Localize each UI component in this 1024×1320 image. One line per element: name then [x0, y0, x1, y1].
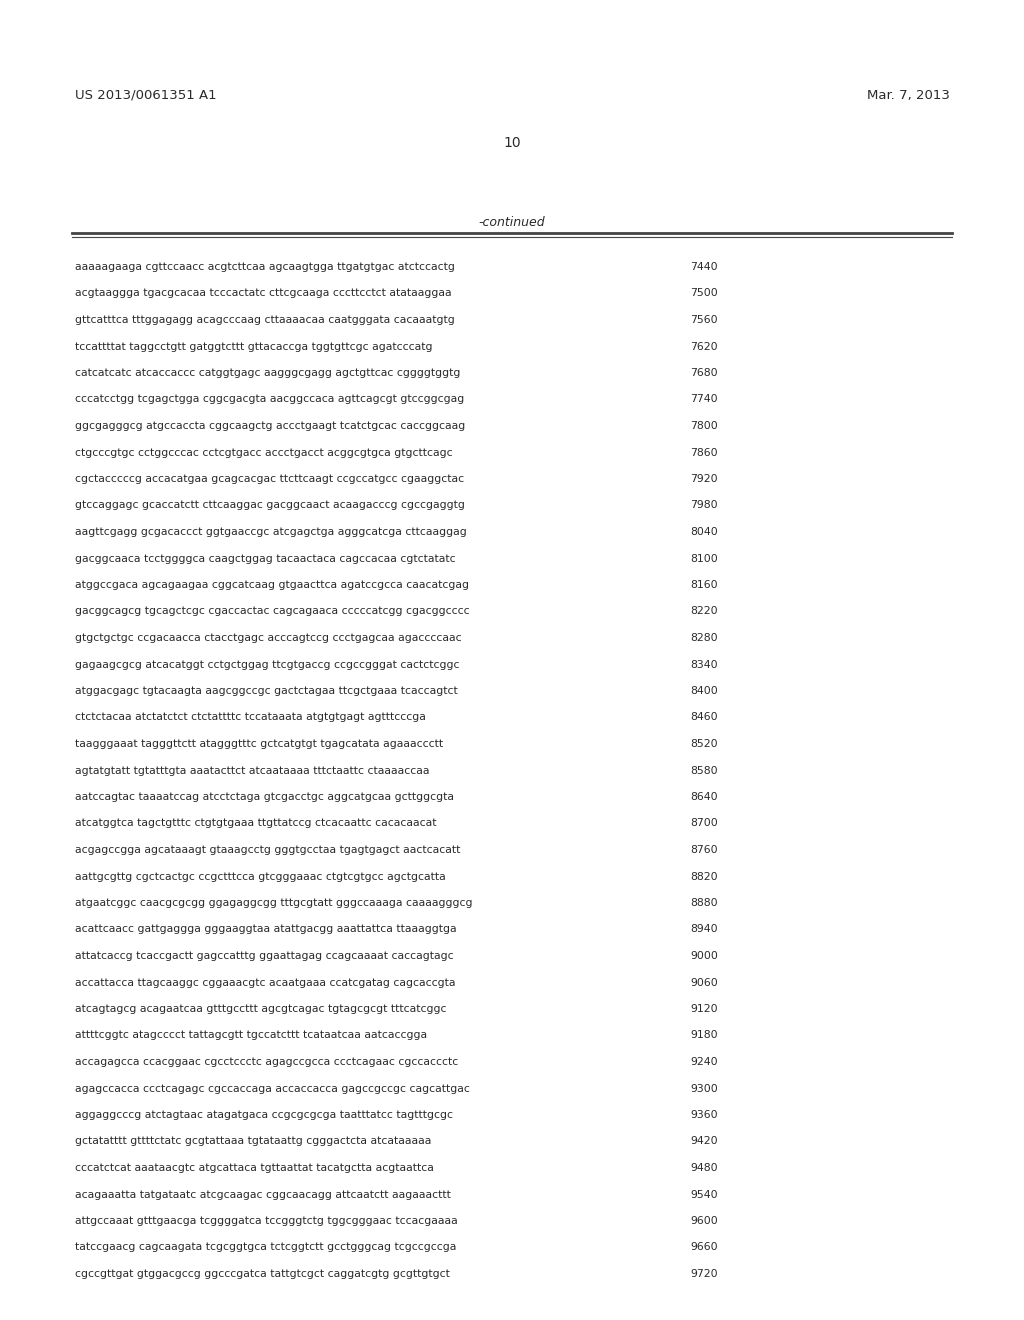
Text: 8640: 8640 [690, 792, 718, 803]
Text: atcatggtca tagctgtttc ctgtgtgaaa ttgttatccg ctcacaattc cacacaacat: atcatggtca tagctgtttc ctgtgtgaaa ttgttat… [75, 818, 436, 829]
Text: aattgcgttg cgctcactgc ccgctttcca gtcgggaaac ctgtcgtgcc agctgcatta: aattgcgttg cgctcactgc ccgctttcca gtcggga… [75, 871, 445, 882]
Text: acattcaacc gattgaggga gggaaggtaa atattgacgg aaattattca ttaaaggtga: acattcaacc gattgaggga gggaaggtaa atattga… [75, 924, 457, 935]
Text: tccattttat taggcctgtt gatggtcttt gttacaccga tggtgttcgc agatcccatg: tccattttat taggcctgtt gatggtcttt gttacac… [75, 342, 432, 351]
Text: ggcgagggcg atgccaccta cggcaagctg accctgaagt tcatctgcac caccggcaag: ggcgagggcg atgccaccta cggcaagctg accctga… [75, 421, 465, 432]
Text: 8520: 8520 [690, 739, 718, 748]
Text: 8400: 8400 [690, 686, 718, 696]
Text: 7560: 7560 [690, 315, 718, 325]
Text: 9720: 9720 [690, 1269, 718, 1279]
Text: ctgcccgtgc cctggcccac cctcgtgacc accctgacct acggcgtgca gtgcttcagc: ctgcccgtgc cctggcccac cctcgtgacc accctga… [75, 447, 453, 458]
Text: acgagccgga agcataaagt gtaaagcctg gggtgcctaa tgagtgagct aactcacatt: acgagccgga agcataaagt gtaaagcctg gggtgcc… [75, 845, 461, 855]
Text: 8340: 8340 [690, 660, 718, 669]
Text: 7740: 7740 [690, 395, 718, 404]
Text: 8820: 8820 [690, 871, 718, 882]
Text: acgtaaggga tgacgcacaa tcccactatc cttcgcaaga cccttcctct atataaggaa: acgtaaggga tgacgcacaa tcccactatc cttcgca… [75, 289, 452, 298]
Text: gacggcagcg tgcagctcgc cgaccactac cagcagaaca cccccatcgg cgacggcccc: gacggcagcg tgcagctcgc cgaccactac cagcaga… [75, 606, 470, 616]
Text: taagggaaat tagggttctt atagggtttc gctcatgtgt tgagcatata agaaaccctt: taagggaaat tagggttctt atagggtttc gctcatg… [75, 739, 443, 748]
Text: cgccgttgat gtggacgccg ggcccgatca tattgtcgct caggatcgtg gcgttgtgct: cgccgttgat gtggacgccg ggcccgatca tattgtc… [75, 1269, 450, 1279]
Text: agtatgtatt tgtatttgta aaatacttct atcaataaaa tttctaattc ctaaaaccaa: agtatgtatt tgtatttgta aaatacttct atcaata… [75, 766, 429, 776]
Text: 9060: 9060 [690, 978, 718, 987]
Text: atcagtagcg acagaatcaa gtttgccttt agcgtcagac tgtagcgcgt tttcatcggc: atcagtagcg acagaatcaa gtttgccttt agcgtca… [75, 1005, 446, 1014]
Text: 8160: 8160 [690, 579, 718, 590]
Text: 7440: 7440 [690, 261, 718, 272]
Text: 9540: 9540 [690, 1189, 718, 1200]
Text: 7860: 7860 [690, 447, 718, 458]
Text: cgctacccccg accacatgaa gcagcacgac ttcttcaagt ccgccatgcc cgaaggctac: cgctacccccg accacatgaa gcagcacgac ttcttc… [75, 474, 464, 484]
Text: aaaaagaaga cgttccaacc acgtcttcaa agcaagtgga ttgatgtgac atctccactg: aaaaagaaga cgttccaacc acgtcttcaa agcaagt… [75, 261, 455, 272]
Text: agagccacca ccctcagagc cgccaccaga accaccacca gagccgccgc cagcattgac: agagccacca ccctcagagc cgccaccaga accacca… [75, 1084, 470, 1093]
Text: atggacgagc tgtacaagta aagcggccgc gactctagaa ttcgctgaaa tcaccagtct: atggacgagc tgtacaagta aagcggccgc gactcta… [75, 686, 458, 696]
Text: -continued: -continued [478, 215, 546, 228]
Text: 7920: 7920 [690, 474, 718, 484]
Text: gctatatttt gttttctatc gcgtattaaa tgtataattg cgggactcta atcataaaaa: gctatatttt gttttctatc gcgtattaaa tgtataa… [75, 1137, 431, 1147]
Text: 8940: 8940 [690, 924, 718, 935]
Text: 9660: 9660 [690, 1242, 718, 1253]
Text: tatccgaacg cagcaagata tcgcggtgca tctcggtctt gcctgggcag tcgccgccga: tatccgaacg cagcaagata tcgcggtgca tctcggt… [75, 1242, 457, 1253]
Text: 8880: 8880 [690, 898, 718, 908]
Text: gtccaggagc gcaccatctt cttcaaggac gacggcaact acaagacccg cgccgaggtg: gtccaggagc gcaccatctt cttcaaggac gacggca… [75, 500, 465, 511]
Text: 9000: 9000 [690, 950, 718, 961]
Text: gacggcaaca tcctggggca caagctggag tacaactaca cagccacaa cgtctatatc: gacggcaaca tcctggggca caagctggag tacaact… [75, 553, 456, 564]
Text: attgccaaat gtttgaacga tcggggatca tccgggtctg tggcgggaac tccacgaaaa: attgccaaat gtttgaacga tcggggatca tccgggt… [75, 1216, 458, 1226]
Text: accattacca ttagcaaggc cggaaacgtc acaatgaaa ccatcgatag cagcaccgta: accattacca ttagcaaggc cggaaacgtc acaatga… [75, 978, 456, 987]
Text: aagttcgagg gcgacaccct ggtgaaccgc atcgagctga agggcatcga cttcaaggag: aagttcgagg gcgacaccct ggtgaaccgc atcgagc… [75, 527, 467, 537]
Text: 10: 10 [503, 136, 521, 150]
Text: atggccgaca agcagaagaa cggcatcaag gtgaacttca agatccgcca caacatcgag: atggccgaca agcagaagaa cggcatcaag gtgaact… [75, 579, 469, 590]
Text: 8460: 8460 [690, 713, 718, 722]
Text: US 2013/0061351 A1: US 2013/0061351 A1 [75, 88, 217, 102]
Text: 7680: 7680 [690, 368, 718, 378]
Text: ctctctacaa atctatctct ctctattttc tccataaata atgtgtgagt agtttcccga: ctctctacaa atctatctct ctctattttc tccataa… [75, 713, 426, 722]
Text: gagaagcgcg atcacatggt cctgctggag ttcgtgaccg ccgccgggat cactctcggc: gagaagcgcg atcacatggt cctgctggag ttcgtga… [75, 660, 460, 669]
Text: 7800: 7800 [690, 421, 718, 432]
Text: 9360: 9360 [690, 1110, 718, 1119]
Text: 9300: 9300 [690, 1084, 718, 1093]
Text: cccatctcat aaataacgtc atgcattaca tgttaattat tacatgctta acgtaattca: cccatctcat aaataacgtc atgcattaca tgttaat… [75, 1163, 434, 1173]
Text: 7500: 7500 [690, 289, 718, 298]
Text: attttcggtc atagcccct tattagcgtt tgccatcttt tcataatcaa aatcaccgga: attttcggtc atagcccct tattagcgtt tgccatct… [75, 1031, 427, 1040]
Text: attatcaccg tcaccgactt gagccatttg ggaattagag ccagcaaaat caccagtagc: attatcaccg tcaccgactt gagccatttg ggaatta… [75, 950, 454, 961]
Text: accagagcca ccacggaac cgcctccctc agagccgcca ccctcagaac cgccaccctc: accagagcca ccacggaac cgcctccctc agagccgc… [75, 1057, 459, 1067]
Text: 9120: 9120 [690, 1005, 718, 1014]
Text: 7980: 7980 [690, 500, 718, 511]
Text: 9180: 9180 [690, 1031, 718, 1040]
Text: 9480: 9480 [690, 1163, 718, 1173]
Text: acagaaatta tatgataatc atcgcaagac cggcaacagg attcaatctt aagaaacttt: acagaaatta tatgataatc atcgcaagac cggcaac… [75, 1189, 451, 1200]
Text: aggaggcccg atctagtaac atagatgaca ccgcgcgcga taatttatcc tagtttgcgc: aggaggcccg atctagtaac atagatgaca ccgcgcg… [75, 1110, 453, 1119]
Text: gttcatttca tttggagagg acagcccaag cttaaaacaa caatgggata cacaaatgtg: gttcatttca tttggagagg acagcccaag cttaaaa… [75, 315, 455, 325]
Text: aatccagtac taaaatccag atcctctaga gtcgacctgc aggcatgcaa gcttggcgta: aatccagtac taaaatccag atcctctaga gtcgacc… [75, 792, 454, 803]
Text: atgaatcggc caacgcgcgg ggagaggcgg tttgcgtatt gggccaaaga caaaagggcg: atgaatcggc caacgcgcgg ggagaggcgg tttgcgt… [75, 898, 472, 908]
Text: 8220: 8220 [690, 606, 718, 616]
Text: catcatcatc atcaccaccc catggtgagc aagggcgagg agctgttcac cggggtggtg: catcatcatc atcaccaccc catggtgagc aagggcg… [75, 368, 461, 378]
Text: 8280: 8280 [690, 634, 718, 643]
Text: 9420: 9420 [690, 1137, 718, 1147]
Text: 9600: 9600 [690, 1216, 718, 1226]
Text: 9240: 9240 [690, 1057, 718, 1067]
Text: 8760: 8760 [690, 845, 718, 855]
Text: 8040: 8040 [690, 527, 718, 537]
Text: Mar. 7, 2013: Mar. 7, 2013 [867, 88, 950, 102]
Text: 8580: 8580 [690, 766, 718, 776]
Text: cccatcctgg tcgagctgga cggcgacgta aacggccaca agttcagcgt gtccggcgag: cccatcctgg tcgagctgga cggcgacgta aacggcc… [75, 395, 464, 404]
Text: 8700: 8700 [690, 818, 718, 829]
Text: 7620: 7620 [690, 342, 718, 351]
Text: 8100: 8100 [690, 553, 718, 564]
Text: gtgctgctgc ccgacaacca ctacctgagc acccagtccg ccctgagcaa agaccccaac: gtgctgctgc ccgacaacca ctacctgagc acccagt… [75, 634, 462, 643]
